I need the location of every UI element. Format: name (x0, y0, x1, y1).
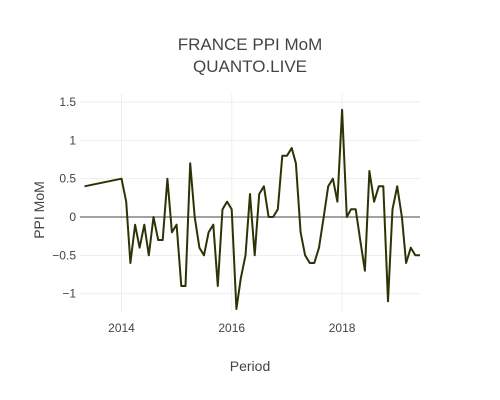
x-axis-title: Period (230, 358, 270, 374)
x-tick-label: 2014 (108, 321, 135, 335)
y-axis-ticks: 1.5 1 0.5 0 −0.5 −1 (52, 95, 76, 301)
y-tick-label: −0.5 (52, 248, 76, 262)
x-tick-label: 2018 (329, 321, 356, 335)
x-tick-label: 2016 (218, 321, 245, 335)
x-axis-ticks: 2014 2016 2018 (108, 321, 356, 335)
y-tick-label: 0 (69, 210, 76, 224)
y-tick-label: 0.5 (59, 172, 76, 186)
y-axis-title: PPI MoM (31, 181, 47, 239)
series-line (84, 108, 420, 310)
y-tick-label: 1 (69, 133, 76, 147)
y-tick-label: 1.5 (59, 95, 76, 109)
y-tick-label: −1 (62, 287, 76, 301)
chart-title-line-2: QUANTO.LIVE (193, 57, 307, 76)
chart-title-line-1: FRANCE PPI MoM (178, 35, 323, 54)
